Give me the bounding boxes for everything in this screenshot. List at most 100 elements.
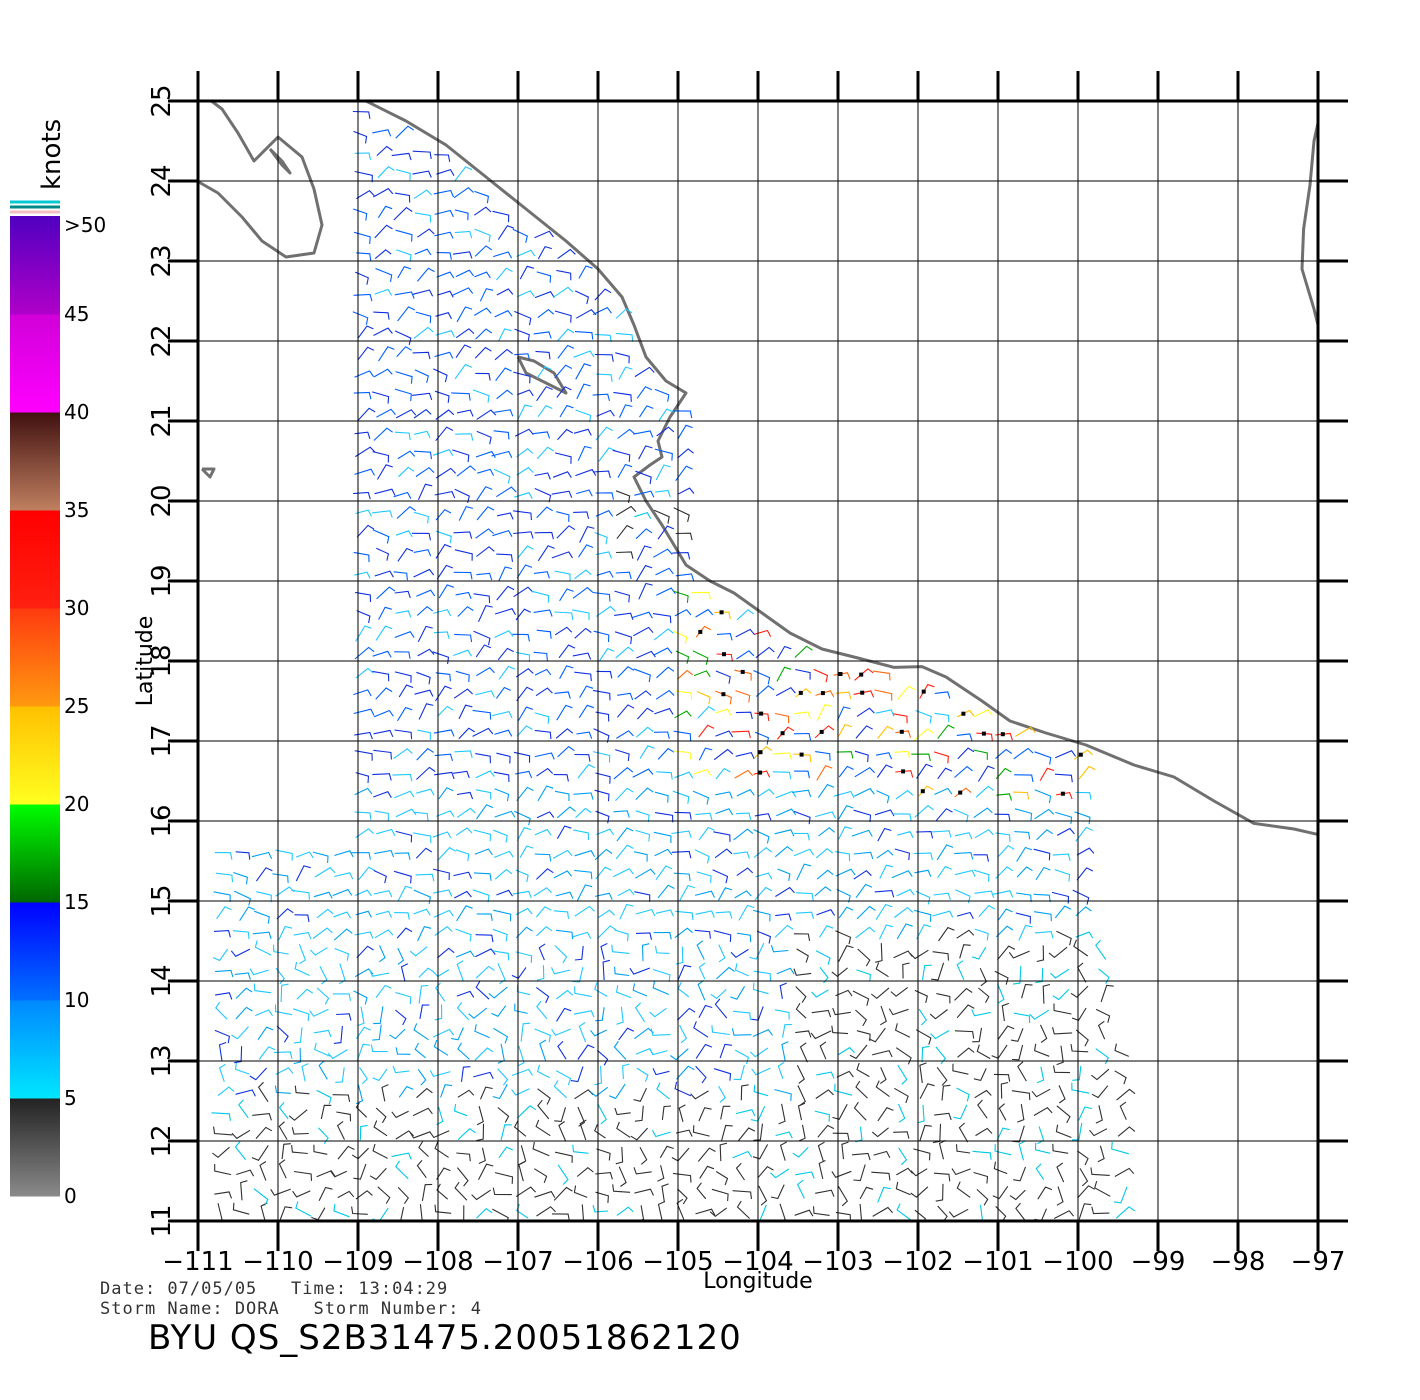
wind-barb xyxy=(434,925,453,936)
wind-barb xyxy=(616,551,634,559)
wind-barb xyxy=(434,982,446,1002)
wind-barb xyxy=(373,187,394,198)
wind-barb xyxy=(231,1129,251,1140)
wind-barb xyxy=(775,790,797,799)
wind-barb xyxy=(655,909,674,917)
wind-barb xyxy=(214,1164,232,1176)
wind-barb xyxy=(675,532,693,541)
wind-barb xyxy=(792,789,812,798)
wind-barb xyxy=(614,929,629,942)
wind-barb xyxy=(576,731,593,739)
wind-barb xyxy=(636,1067,649,1082)
wind-barb xyxy=(436,168,455,176)
wind-barb xyxy=(653,647,673,656)
wind-barb xyxy=(456,409,474,417)
wind-barb xyxy=(595,551,613,559)
wind-barb xyxy=(1074,811,1091,825)
wind-barb xyxy=(475,753,491,764)
wind-barb xyxy=(573,1185,588,1198)
wind-barb xyxy=(413,326,434,339)
wind-barb xyxy=(392,773,413,782)
wind-barb xyxy=(474,848,493,856)
wind-barb xyxy=(656,426,675,437)
wind-barb xyxy=(913,728,934,741)
wind-barb xyxy=(736,609,754,621)
wind-barb xyxy=(815,690,835,698)
wind-barb xyxy=(573,511,590,519)
wind-barb xyxy=(497,1107,510,1123)
wind-barb xyxy=(613,766,634,780)
wind-barb xyxy=(476,572,493,581)
wind-barb xyxy=(417,648,435,657)
wind-barb xyxy=(354,370,375,378)
wind-barb xyxy=(629,967,651,975)
rain-flag xyxy=(759,711,764,716)
wind-barb xyxy=(871,1127,889,1138)
wind-barb xyxy=(534,712,550,724)
wind-barb xyxy=(435,509,452,521)
lon-tick-label: −99 xyxy=(1131,1247,1186,1277)
wind-barb xyxy=(556,825,572,839)
wind-barb xyxy=(538,943,546,961)
wind-barb xyxy=(652,1130,671,1138)
wind-barb xyxy=(554,626,573,636)
wind-barb xyxy=(278,1159,287,1179)
wind-barb xyxy=(455,269,474,278)
wind-barb xyxy=(296,988,314,1000)
wind-barb xyxy=(492,1084,508,1100)
wind-barb xyxy=(517,545,534,558)
wind-barb xyxy=(893,1131,910,1139)
wind-barb xyxy=(575,468,597,477)
wind-barb xyxy=(551,490,573,498)
colorbar-band xyxy=(10,804,60,903)
wind-barb xyxy=(355,667,374,679)
wind-barb xyxy=(536,386,553,402)
wind-barb xyxy=(514,428,534,437)
wind-barb xyxy=(698,1004,713,1019)
wind-barb xyxy=(657,525,675,540)
wind-barb xyxy=(855,883,873,899)
wind-barb xyxy=(412,1107,433,1117)
wind-barb xyxy=(556,806,576,819)
wind-barb xyxy=(520,1022,531,1042)
wind-barb xyxy=(594,1124,606,1139)
wind-barb xyxy=(657,884,675,899)
wind-barb xyxy=(293,1027,303,1044)
wind-barb xyxy=(436,1183,449,1200)
rain-flag xyxy=(740,669,745,674)
lon-tick-label: −109 xyxy=(322,1247,393,1277)
wind-barb xyxy=(956,733,973,741)
wind-barb xyxy=(417,228,435,238)
wind-barb xyxy=(714,848,733,859)
rain-flag xyxy=(1000,732,1005,737)
wind-barb xyxy=(777,645,792,659)
wind-barb xyxy=(918,1008,928,1026)
wind-barb xyxy=(249,968,269,976)
wind-barb xyxy=(496,585,515,601)
wind-barb xyxy=(948,1208,969,1218)
wind-barb xyxy=(1010,1028,1024,1042)
wind-barb xyxy=(412,170,432,178)
wind-barb xyxy=(554,611,574,620)
wind-barb xyxy=(879,1067,887,1085)
wind-barb xyxy=(1058,1085,1066,1104)
lon-tick-label: −105 xyxy=(642,1247,713,1277)
wind-barb xyxy=(295,1201,312,1217)
wind-barb xyxy=(811,989,829,998)
wind-barb xyxy=(274,1085,291,1094)
wind-barb xyxy=(875,709,895,717)
wind-barb xyxy=(533,331,552,339)
wind-barb xyxy=(435,543,452,559)
wind-barb xyxy=(397,706,413,722)
wind-barb xyxy=(437,705,454,717)
wind-barb xyxy=(417,926,432,942)
wind-barb xyxy=(554,452,572,464)
wind-barb xyxy=(274,1004,293,1016)
colorbar-band xyxy=(10,1000,60,1099)
wind-barb xyxy=(374,488,396,496)
wind-barb xyxy=(836,751,854,759)
wind-barb xyxy=(730,948,749,959)
wind-barb xyxy=(954,869,976,878)
wind-barb xyxy=(275,967,286,985)
wind-barb xyxy=(673,872,691,882)
